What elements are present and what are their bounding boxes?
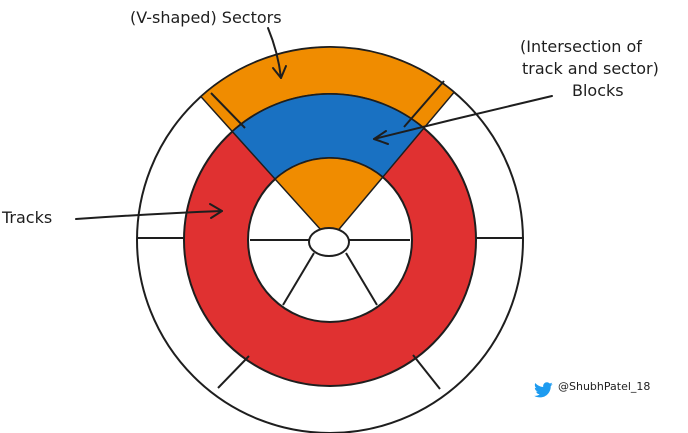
blocks-label-line3: Blocks [572,81,624,100]
sector-dividers [137,80,524,390]
twitter-handle: @ShubhPatel_18 [558,380,650,393]
pointer-arrows [75,27,553,220]
twitter-bird-icon [534,382,553,398]
sectors-label: (V-shaped) Sectors [130,8,282,27]
disk-hub [308,227,350,257]
blocks-label-line2: track and sector) [522,59,659,78]
inner-ring-sector-highlight [274,157,384,242]
blocks-label-line1: (Intersection of [520,37,642,56]
tracks-arrowhead [209,203,223,219]
credit: @ShubhPatel_18 [534,380,650,398]
sectors-arrowhead [272,65,287,79]
tracks-label: Tracks [1,208,52,227]
blocks-arrowhead [373,130,389,145]
blocks-arrow [373,95,553,140]
sectors-arrow [267,27,282,79]
tracks-arrow [75,210,223,220]
